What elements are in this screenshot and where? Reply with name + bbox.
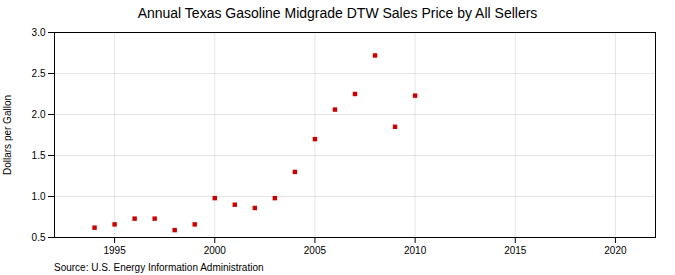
html-text:Source: U.S. Energy Informatio: Source: U.S. Energy Information Administ… (54, 262, 264, 273)
svg-text:1995: 1995 (103, 245, 126, 256)
svg-text:2.5: 2.5 (32, 68, 46, 79)
svg-text:Dollars per Gallon: Dollars per Gallon (2, 95, 13, 175)
svg-text:2010: 2010 (404, 245, 427, 256)
svg-text:2000: 2000 (204, 245, 227, 256)
svg-text:2.0: 2.0 (32, 109, 46, 120)
svg-text:2020: 2020 (604, 245, 627, 256)
svg-text:1.5: 1.5 (32, 150, 46, 161)
svg-text:1.0: 1.0 (32, 191, 46, 202)
svg-text:0.5: 0.5 (32, 232, 46, 243)
svg-text:2005: 2005 (304, 245, 327, 256)
html-text:Annual Texas Gasoline Midgrade: Annual Texas Gasoline Midgrade DTW Sales… (137, 5, 538, 21)
svg-text:3.0: 3.0 (32, 27, 46, 38)
svg-text:2015: 2015 (504, 245, 527, 256)
